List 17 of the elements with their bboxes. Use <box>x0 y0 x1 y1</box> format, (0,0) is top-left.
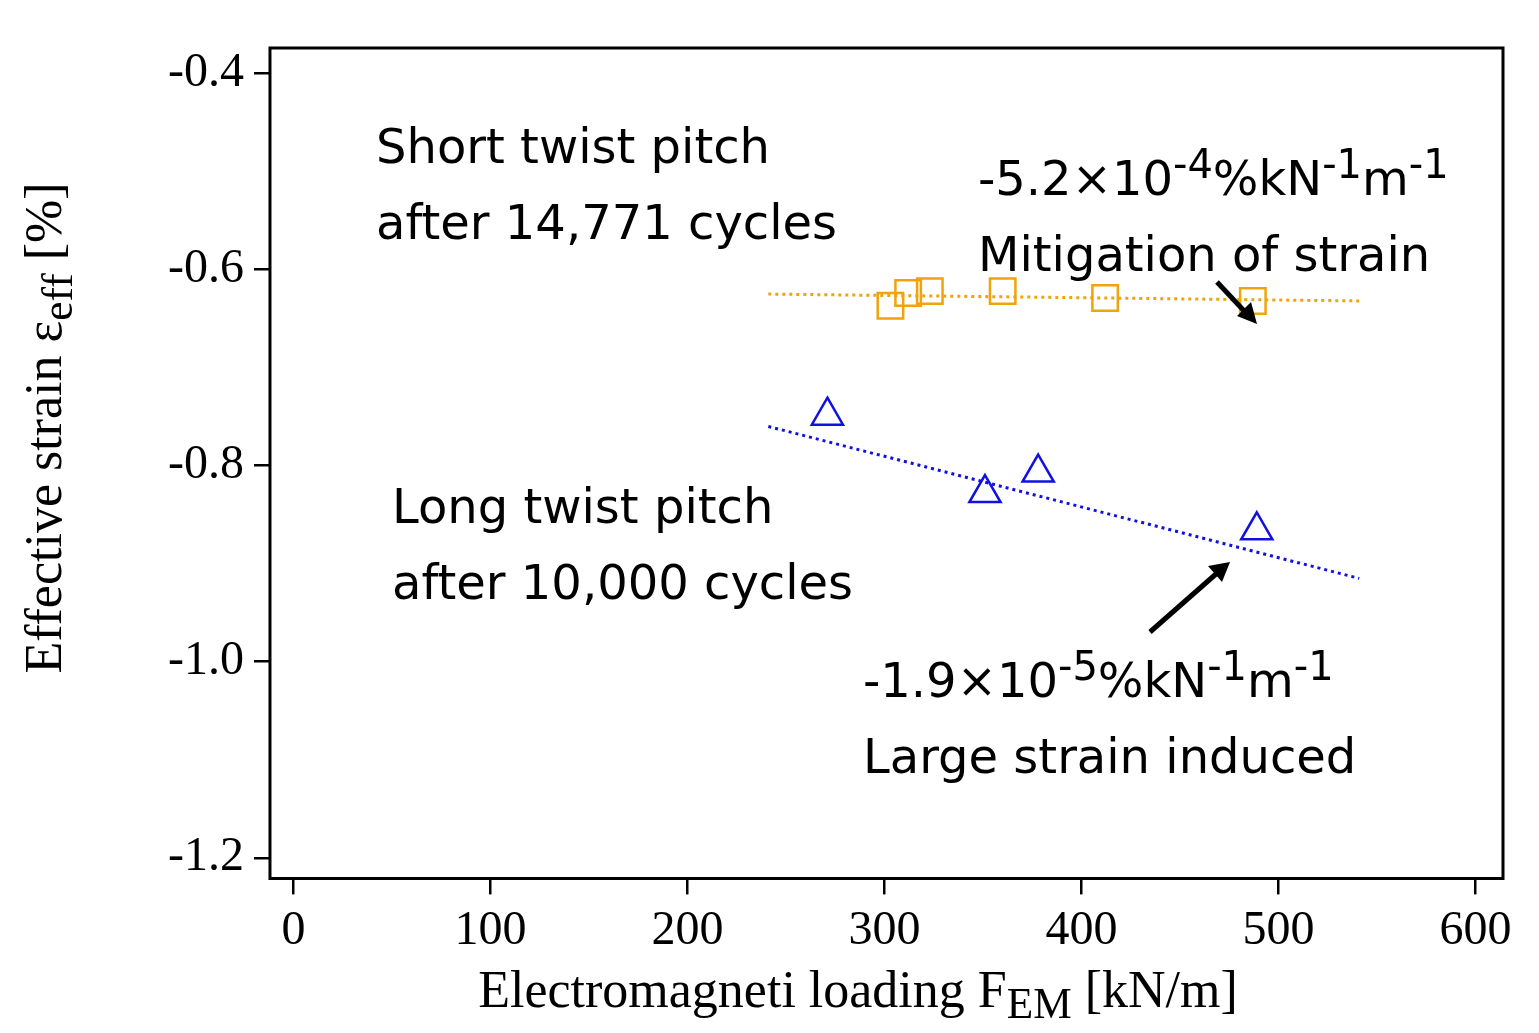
annotation: -5.2×10$^{-4}$%kN$^{-1}$m$^{-1}$ Mitigation of strain <box>978 140 1449 284</box>
x-tick-label: 100 <box>454 900 527 954</box>
x-tick-label: 400 <box>1045 900 1118 954</box>
x-axis-title: Electromagneti loading F$_{EM}$ [kN/m] <box>477 959 1239 1028</box>
x-tick-label: 600 <box>1439 900 1512 954</box>
x-tick-label: 300 <box>848 900 921 954</box>
x-tick-label: 0 <box>281 900 306 954</box>
x-tick-label: 500 <box>1242 900 1315 954</box>
y-tick-label: -1.2 <box>168 827 244 881</box>
y-tick-label: -0.6 <box>168 239 244 293</box>
y-tick-label: -1.0 <box>168 631 244 685</box>
annotation: Short twist pitch after 14,771 cycles <box>376 117 838 252</box>
annotation: -1.9×10$^{-5}$%kN$^{-1}$m$^{-1}$ Large strain induced <box>863 642 1357 786</box>
annotation: Long twist pitch after 10,000 cycles <box>392 477 854 612</box>
x-tick-label: 200 <box>651 900 724 954</box>
y-tick-label: -0.4 <box>168 43 244 97</box>
y-tick-label: -0.8 <box>168 435 244 489</box>
